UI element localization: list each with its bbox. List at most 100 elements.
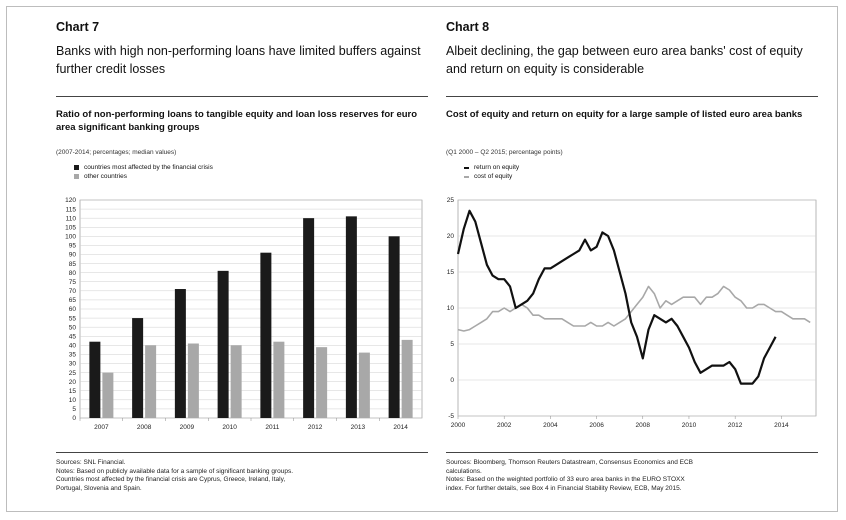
chart8-source: Sources: Bloomberg, Thomson Reuters Data… <box>446 459 818 493</box>
chart7-bottom-rule <box>56 452 428 453</box>
chart8-ytick-label: 5 <box>450 341 454 348</box>
chart7-ytick-label: 95 <box>69 243 77 250</box>
chart7-bar <box>273 341 285 418</box>
chart7-ytick-label: 120 <box>65 197 76 204</box>
chart7-ytick-label: 0 <box>72 415 76 422</box>
chart8-line-return-on-equity <box>456 209 777 385</box>
chart8-source-line-3: Notes: Based on the weighted portfolio o… <box>446 476 685 483</box>
chart8-legend-item-1: return on equity <box>464 163 519 172</box>
chart7-legend-item-2: other countries <box>74 172 213 181</box>
chart7-ytick-label: 75 <box>69 279 77 286</box>
chart7-ytick-label: 15 <box>69 388 77 395</box>
chart7-legend-swatch-2 <box>74 174 79 179</box>
chart8-ytick-label: 0 <box>450 377 454 384</box>
chart7-ytick-label: 10 <box>69 397 77 404</box>
chart8-legend: return on equity cost of equity <box>464 163 519 181</box>
chart7-ytick-label: 55 <box>69 315 77 322</box>
chart7-ytick-label: 50 <box>69 324 77 331</box>
chart7-legend-label-1: countries most affected by the financial… <box>84 164 213 171</box>
chart7-source-line-1: Sources: SNL Financial. <box>56 459 126 466</box>
chart7-legend-label-2: other countries <box>84 173 127 180</box>
chart8-xtick-label: 2000 <box>451 422 466 429</box>
chart7-bar <box>358 352 370 418</box>
chart7-xtick-label: 2008 <box>137 424 152 431</box>
chart7-bar <box>132 318 144 418</box>
chart7-ytick-label: 5 <box>72 406 76 413</box>
chart8-xtick-label: 2010 <box>682 422 697 429</box>
chart8-number: Chart 8 <box>446 20 490 34</box>
chart7-xtick-label: 2013 <box>351 424 366 431</box>
chart7-bar <box>145 345 157 418</box>
chart8-ytick-label: 15 <box>447 269 455 276</box>
chart7-xtick-label: 2014 <box>393 424 408 431</box>
chart7-ytick-label: 60 <box>69 306 77 313</box>
chart8-subtitle: Cost of equity and return on equity for … <box>446 109 803 120</box>
chart7-ytick-label: 110 <box>66 215 77 222</box>
chart8-xtick-label: 2006 <box>589 422 604 429</box>
chart7-number: Chart 7 <box>56 20 100 34</box>
chart7-source-line-4: Portugal, Slovenia and Spain. <box>56 484 142 492</box>
chart7-bar <box>303 218 315 418</box>
chart7-bar <box>89 341 101 418</box>
chart7-bar <box>401 339 413 418</box>
chart7-source-line-3: Countries most affected by the financial… <box>56 476 286 483</box>
figure-frame <box>6 6 838 512</box>
chart7-ytick-label: 70 <box>69 288 77 295</box>
chart7-legend-swatch-1 <box>74 165 79 170</box>
chart8-ytick-label: 20 <box>447 233 455 240</box>
chart7-legend-item-1: countries most affected by the financial… <box>74 163 213 172</box>
chart8-xtick-label: 2008 <box>636 422 651 429</box>
chart8-source-line-4: index. For further details, see Box 4 in… <box>446 484 682 492</box>
chart7-ytick-label: 65 <box>69 297 77 304</box>
chart7-subtitle: Ratio of non-performing loans to tangibl… <box>56 109 418 133</box>
chart8-legend-swatch-1 <box>464 166 469 169</box>
chart7-xtick-label: 2011 <box>265 424 279 431</box>
chart8-ytick-label: 10 <box>447 305 455 312</box>
chart8-legend-item-2: cost of equity <box>464 172 519 181</box>
chart7-ytick-label: 35 <box>69 352 77 359</box>
chart7-ytick-label: 100 <box>65 234 76 241</box>
chart8-legend-label-2: cost of equity <box>474 173 513 180</box>
chart8-ytick-label: -5 <box>448 413 454 420</box>
chart7-ytick-label: 25 <box>69 370 77 377</box>
chart8-source-line-1: Sources: Bloomberg, Thomson Reuters Data… <box>446 459 693 466</box>
chart7-ytick-label: 40 <box>69 343 77 350</box>
chart7-headline: Banks with high non-performing loans hav… <box>56 44 421 76</box>
chart7-xtick-label: 2012 <box>308 424 323 431</box>
chart7-bar <box>260 252 272 418</box>
chart8-rule <box>446 96 818 97</box>
chart7-ytick-label: 105 <box>65 224 76 231</box>
chart7-bar <box>388 236 400 418</box>
chart7-source-line-2: Notes: Based on publicly available data … <box>56 467 294 475</box>
chart7-ytick-label: 115 <box>66 206 77 213</box>
chart7-note: (2007-2014; percentages; median values) <box>56 149 177 156</box>
chart7-ytick-label: 45 <box>69 333 77 340</box>
chart8-xtick-label: 2012 <box>728 422 743 429</box>
chart7-plot: 0 5 10 15 20 25 30 35 40 45 50 55 60 65 70 75 80 85 90 95 10… <box>65 197 423 431</box>
chart8-plot: -5 0 5 10 15 20 25 2000 2002 2004 2006 2008 2010 2012… <box>447 197 817 429</box>
chart8-xtick-label: 2014 <box>774 422 789 429</box>
chart7-ytick-label: 90 <box>69 252 77 259</box>
chart7-bar <box>102 372 114 418</box>
chart8-ytick-label: 25 <box>447 197 455 204</box>
chart8-legend-swatch-2 <box>464 175 469 178</box>
chart8-note: (Q1 2000 – Q2 2015; percentage points) <box>446 149 563 156</box>
chart7-ytick-label: 30 <box>69 361 77 368</box>
chart8-xtick-label: 2004 <box>543 422 558 429</box>
chart7-source: Sources: SNL Financial. Notes: Based on … <box>56 459 428 493</box>
chart7-bar <box>217 270 229 418</box>
chart7-bar <box>187 343 199 418</box>
chart7-bar <box>316 347 328 418</box>
chart7-xtick-label: 2010 <box>222 424 237 431</box>
chart7-bar <box>345 216 357 418</box>
chart8-bottom-rule <box>446 452 818 453</box>
chart7-ytick-label: 80 <box>69 270 77 277</box>
chart7-xtick-label: 2007 <box>94 424 109 431</box>
chart7-ytick-label: 85 <box>69 261 77 268</box>
chart7-rule <box>56 96 428 97</box>
chart8-headline: Albeit declining, the gap between euro a… <box>446 44 803 76</box>
chart7-bar <box>230 345 242 418</box>
chart7-xtick-label: 2009 <box>180 424 195 431</box>
chart7-ytick-label: 20 <box>69 379 77 386</box>
chart8-legend-label-1: return on equity <box>474 164 520 171</box>
